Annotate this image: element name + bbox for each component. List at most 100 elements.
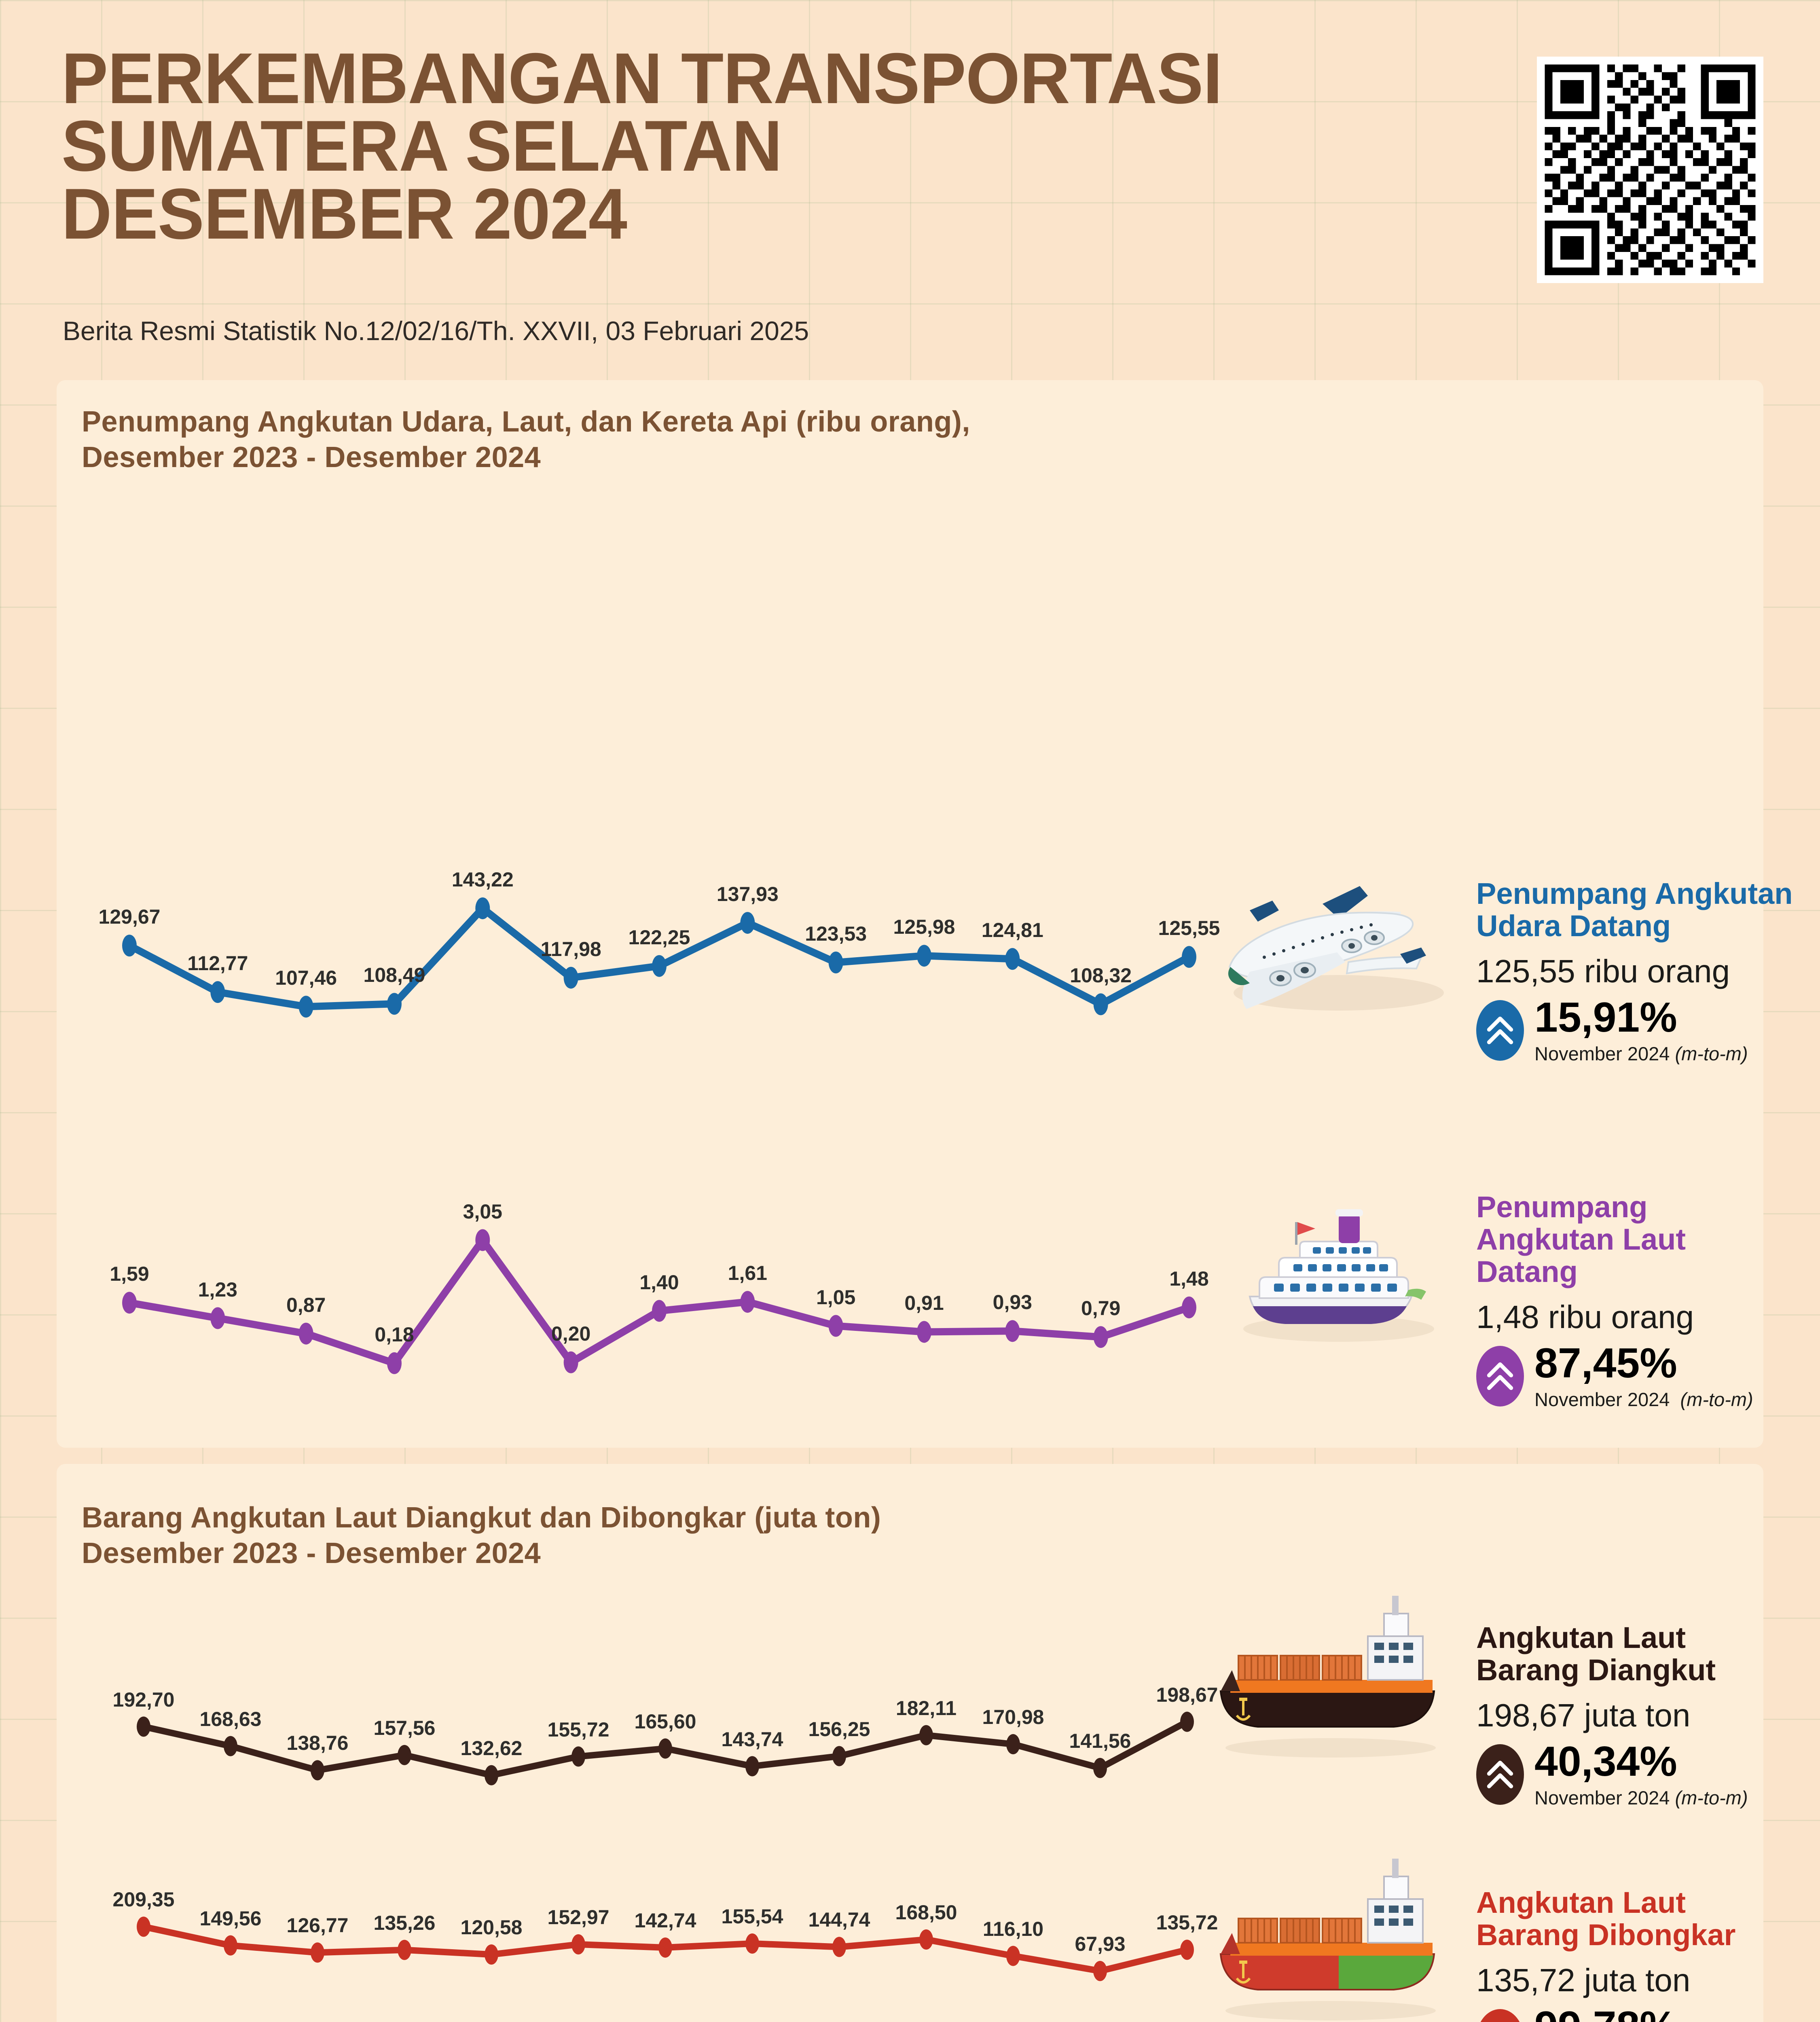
stat-sea-value: 1,48 ribu orang: [1476, 1299, 1694, 1335]
data-point: [571, 1746, 585, 1767]
data-point: [745, 1933, 759, 1954]
section2-title-line-1: Barang Angkutan Laut Diangkut dan Dibong…: [82, 1502, 881, 1534]
data-point: [832, 1746, 846, 1766]
data-point: [298, 1322, 313, 1345]
data-label: 135,72: [1156, 1911, 1218, 1934]
data-point: [1093, 1758, 1107, 1778]
data-label: 108,32: [1070, 964, 1132, 987]
line-series-penumpang-angkutan-laut-datang: [122, 1229, 1196, 1374]
stat-sea-pct: 87,45%: [1534, 1339, 1677, 1387]
data-label: 182,11: [895, 1696, 957, 1720]
data-label: 120,58: [460, 1916, 523, 1939]
data-label: 116,10: [982, 1917, 1044, 1940]
data-label: 152,97: [547, 1906, 609, 1929]
data-point: [832, 1937, 846, 1957]
stat-sea-title: Penumpang Angkutan Laut Datang: [1476, 1190, 1686, 1288]
data-point: [1093, 1326, 1108, 1348]
data-point: [398, 1745, 411, 1765]
data-point: [919, 1725, 933, 1745]
data-label: 168,63: [199, 1707, 262, 1730]
section1-title-line-2: Desember 2023 - Desember 2024: [82, 441, 541, 474]
data-label: 117,98: [540, 937, 601, 960]
data-point: [398, 1940, 411, 1960]
data-label: 149,56: [199, 1907, 262, 1930]
data-label: 67,93: [1075, 1932, 1126, 1955]
data-label: 192,70: [112, 1688, 175, 1711]
data-label: 143,74: [721, 1728, 783, 1751]
data-label: 157,56: [373, 1716, 436, 1739]
data-point: [652, 955, 667, 977]
data-label: 168,50: [895, 1901, 957, 1924]
data-point: [485, 1765, 498, 1785]
data-label: 143,22: [451, 868, 514, 891]
data-label: 209,35: [112, 1888, 175, 1911]
data-point: [1182, 946, 1196, 968]
chart-penumpang-angkutan-udara: 129,67 112,77 107,46 108,49 143,22 117,98 122,…: [99, 868, 1220, 1027]
data-point: [563, 1351, 578, 1373]
stat-sea: Penumpang Angkutan Laut Datang 1,48 ribu…: [1476, 1191, 1820, 1411]
data-point: [917, 1321, 931, 1343]
data-label: 0,91: [904, 1292, 944, 1315]
stat-unloaded: Angkutan Laut Barang Dibongkar 135,72 ju…: [1476, 1887, 1820, 2022]
data-point: [919, 1929, 933, 1950]
data-label: 0,18: [375, 1323, 414, 1346]
data-label: 1,61: [728, 1262, 767, 1285]
cargo-section-card: Barang Angkutan Laut Diangkut dan Dibong…: [57, 1464, 1763, 2022]
data-point: [828, 951, 843, 973]
data-point: [1005, 1320, 1020, 1342]
data-label: 126,77: [286, 1914, 349, 1937]
data-point: [745, 1756, 759, 1777]
stat-air-pct: 15,91%: [1534, 994, 1677, 1041]
data-point: [298, 996, 313, 1018]
chart-barang-diangkut: 192,70 168,63 138,76 157,56 132,62 155,72 165,…: [113, 1684, 1218, 1785]
data-point: [1093, 993, 1108, 1015]
arrow-up-icon-air: [1476, 1000, 1524, 1061]
data-point: [1093, 1961, 1107, 1981]
data-label: 1,05: [816, 1286, 856, 1309]
data-point: [387, 993, 402, 1015]
data-point: [1182, 1297, 1196, 1319]
data-point: [224, 1935, 237, 1956]
ship-passenger-icon: [1217, 1193, 1444, 1357]
section2-title: Barang Angkutan Laut Diangkut dan Dibong…: [82, 1500, 881, 1571]
data-point: [122, 1292, 137, 1314]
stat-unloaded-value: 135,72 juta ton: [1476, 1962, 1691, 1998]
data-point: [224, 1736, 237, 1756]
data-label: 142,74: [634, 1909, 696, 1932]
stat-loaded-pct: 40,34%: [1534, 1738, 1677, 1785]
data-point: [387, 1352, 402, 1374]
data-label: 107,46: [275, 967, 337, 990]
line-series-barang-angkutan-laut-dibongkar: [137, 1916, 1194, 1981]
data-point: [571, 1934, 585, 1955]
stat-air-period: November 2024 (m-to-m): [1534, 1043, 1748, 1064]
publication-subtitle: Berita Resmi Statistik No.12/02/16/Th. X…: [63, 316, 809, 346]
data-point: [475, 1229, 490, 1251]
data-point: [485, 1944, 498, 1965]
chart-barang-dibongkar: 209,35 149,56 126,77 135,26 120,58 152,97 142,…: [113, 1888, 1218, 1981]
data-point: [311, 1942, 324, 1963]
data-point: [1180, 1940, 1194, 1960]
qr-code-icon[interactable]: [1537, 57, 1763, 283]
data-point: [652, 1300, 667, 1322]
stat-air: Penumpang Angkutan Udara Datang 125,55 r…: [1476, 878, 1820, 1065]
data-point: [740, 912, 755, 934]
airplane-icon: [1201, 871, 1460, 1035]
data-label: 198,67: [1156, 1683, 1218, 1706]
data-label: 0,79: [1081, 1297, 1121, 1320]
data-point: [1006, 1946, 1020, 1966]
stat-sea-period: November 2024 (m-to-m): [1534, 1388, 1753, 1410]
page-title-line-2: SUMATERA SELATAN: [61, 106, 782, 186]
section1-title: Penumpang Angkutan Udara, Laut, dan Kere…: [82, 404, 970, 476]
data-point: [210, 981, 225, 1003]
arrow-up-icon-loaded: [1476, 1744, 1524, 1805]
data-label: 108,49: [363, 964, 425, 987]
data-label: 3,05: [463, 1200, 502, 1223]
line-series-penumpang-angkutan-udara-datang: [122, 897, 1196, 1018]
stat-unloaded-pct: 99,78%: [1534, 2005, 1753, 2022]
data-label: 125,98: [893, 916, 955, 939]
cargo-ship-unloaded-icon: [1201, 1852, 1452, 2022]
data-point: [740, 1291, 755, 1313]
data-point: [563, 967, 578, 989]
data-label: 138,76: [286, 1732, 349, 1755]
stat-loaded: Angkutan Laut Barang Diangkut 198,67 jut…: [1476, 1622, 1820, 1809]
